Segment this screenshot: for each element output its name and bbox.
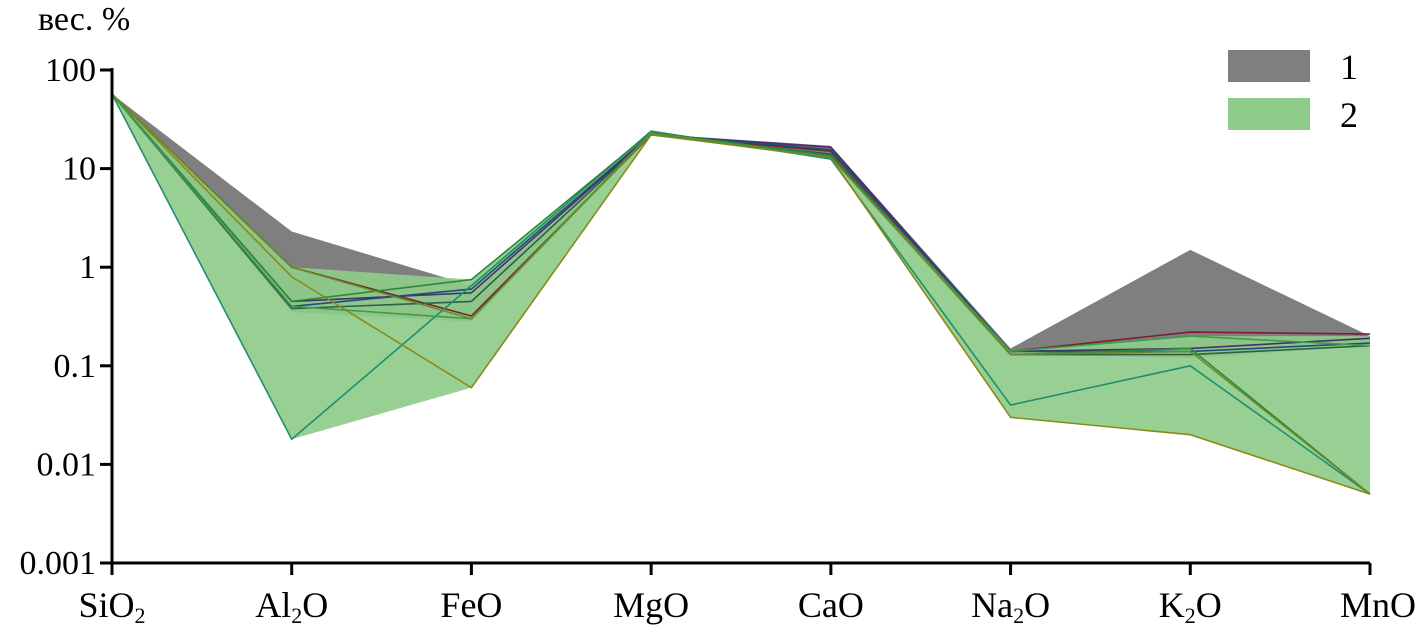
x-tick-label: Al2O bbox=[255, 585, 328, 628]
x-tick-label: Na2O bbox=[971, 585, 1050, 628]
y-tick-label: 0.01 bbox=[37, 446, 97, 483]
x-tick-label: MnO bbox=[1340, 585, 1416, 625]
y-tick-label: 10 bbox=[62, 151, 96, 188]
series-2-line-3 bbox=[111, 93, 1371, 495]
series-2-line-5 bbox=[111, 93, 1371, 495]
y-tick-label: 0.1 bbox=[54, 348, 97, 385]
y-tick-label: 1 bbox=[79, 249, 96, 286]
x-tick-label: CaO bbox=[798, 585, 864, 625]
x-tick-label: FeO bbox=[440, 585, 502, 625]
legend-swatch-1 bbox=[1228, 50, 1310, 82]
y-axis-label: вес. % bbox=[38, 1, 130, 38]
series-2-area bbox=[112, 94, 1370, 495]
chart-areas bbox=[112, 94, 1370, 495]
legend-label-1: 1 bbox=[1340, 47, 1358, 87]
y-tick-label: 100 bbox=[45, 52, 96, 89]
legend-label-2: 2 bbox=[1340, 95, 1358, 135]
legend-swatch-2 bbox=[1228, 98, 1310, 130]
chart-lines bbox=[111, 93, 1371, 495]
x-tick-label: K2O bbox=[1159, 585, 1222, 628]
x-tick-label: MgO bbox=[613, 585, 689, 625]
chart-legend: 12 bbox=[1228, 47, 1358, 135]
y-tick-label: 0.001 bbox=[20, 545, 97, 582]
x-tick-label: SiO2 bbox=[78, 585, 145, 628]
